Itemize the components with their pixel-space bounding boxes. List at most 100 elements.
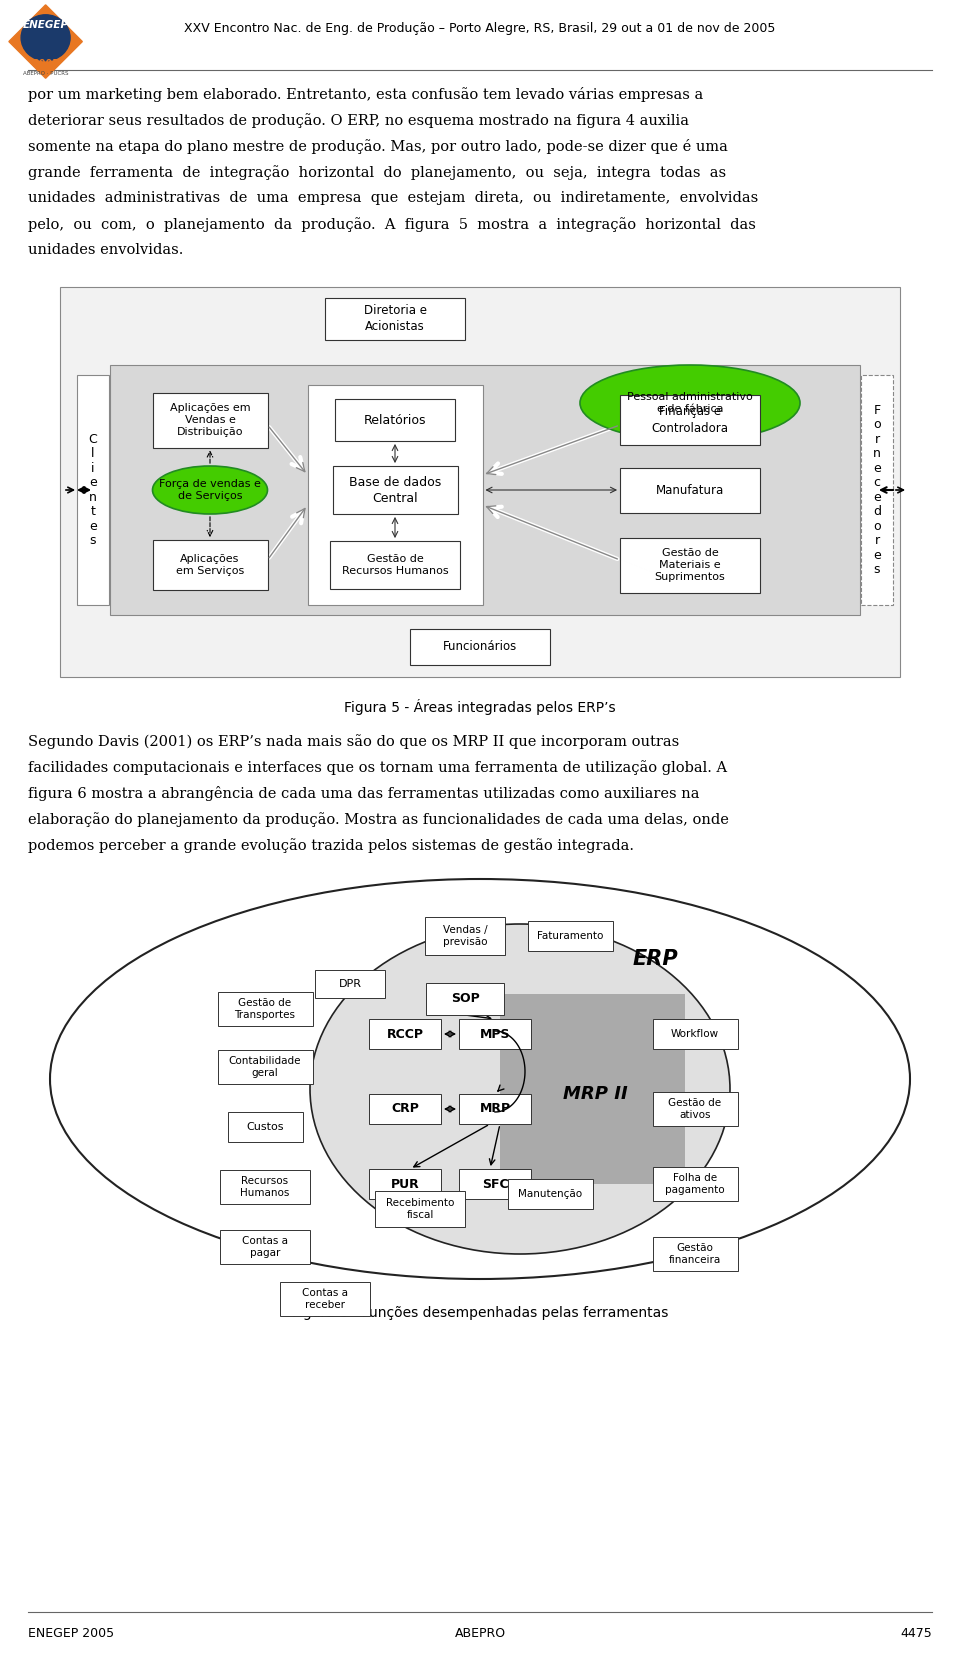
FancyBboxPatch shape [459, 1019, 531, 1049]
Text: grande  ferramenta  de  integração  horizontal  do  planejamento,  ou  seja,  in: grande ferramenta de integração horizont… [28, 165, 726, 179]
Text: Recebimento
fiscal: Recebimento fiscal [386, 1198, 454, 1220]
FancyBboxPatch shape [369, 1094, 441, 1124]
Text: Gestão de
Recursos Humanos: Gestão de Recursos Humanos [342, 553, 448, 577]
FancyBboxPatch shape [110, 366, 860, 615]
Text: Diretoria e
Acionistas: Diretoria e Acionistas [364, 304, 426, 334]
Text: ERP: ERP [633, 949, 678, 969]
FancyBboxPatch shape [653, 1019, 737, 1049]
Text: deteriorar seus resultados de produção. O ERP, no esquema mostrado na figura 4 a: deteriorar seus resultados de produção. … [28, 113, 689, 128]
FancyBboxPatch shape [220, 1230, 310, 1265]
Text: Aplicações
em Serviços: Aplicações em Serviços [176, 553, 244, 577]
Text: Finanças e
Controladora: Finanças e Controladora [652, 406, 729, 434]
Text: facilidades computacionais e interfaces que os tornam uma ferramenta de utilizaç: facilidades computacionais e interfaces … [28, 760, 727, 774]
Ellipse shape [50, 879, 910, 1280]
FancyBboxPatch shape [220, 1170, 310, 1203]
FancyBboxPatch shape [315, 971, 385, 997]
FancyBboxPatch shape [369, 1019, 441, 1049]
Text: Manutenção: Manutenção [518, 1188, 582, 1198]
Text: Recursos
Humanos: Recursos Humanos [240, 1175, 290, 1198]
Text: Funcionários: Funcionários [443, 640, 517, 653]
Text: Base de dados
Central: Base de dados Central [348, 475, 442, 505]
FancyBboxPatch shape [153, 540, 268, 590]
FancyBboxPatch shape [325, 297, 465, 341]
Text: DPR: DPR [339, 979, 362, 989]
Text: 2005: 2005 [32, 60, 60, 70]
Text: por um marketing bem elaborado. Entretanto, esta confusão tem levado várias empr: por um marketing bem elaborado. Entretan… [28, 86, 704, 101]
Text: F
o
r
n
e
c
e
d
o
r
e
s: F o r n e c e d o r e s [873, 404, 881, 577]
Text: unidades  administrativas  de  uma  empresa  que  estejam  direta,  ou  indireta: unidades administrativas de uma empresa … [28, 191, 758, 204]
Text: RCCP: RCCP [387, 1027, 423, 1040]
FancyBboxPatch shape [620, 537, 760, 592]
Ellipse shape [153, 465, 268, 514]
Text: XXV Encontro Nac. de Eng. de Produção – Porto Alegre, RS, Brasil, 29 out a 01 de: XXV Encontro Nac. de Eng. de Produção – … [184, 22, 776, 35]
Ellipse shape [310, 924, 730, 1255]
FancyBboxPatch shape [335, 399, 455, 440]
FancyBboxPatch shape [620, 396, 760, 445]
FancyBboxPatch shape [153, 392, 268, 447]
FancyBboxPatch shape [527, 921, 612, 951]
FancyBboxPatch shape [653, 1237, 737, 1271]
FancyBboxPatch shape [332, 465, 458, 514]
Text: Contabilidade
geral: Contabilidade geral [228, 1055, 301, 1079]
FancyBboxPatch shape [653, 1092, 737, 1125]
FancyBboxPatch shape [653, 1167, 737, 1202]
Text: ABEPRO: ABEPRO [454, 1627, 506, 1640]
FancyBboxPatch shape [77, 376, 109, 605]
Text: elaboração do planejamento da produção. Mostra as funcionalidades de cada uma de: elaboração do planejamento da produção. … [28, 813, 729, 828]
FancyBboxPatch shape [459, 1168, 531, 1198]
Text: Manufatura: Manufatura [656, 484, 724, 497]
Text: Vendas /
previsão: Vendas / previsão [443, 924, 488, 947]
Circle shape [21, 15, 70, 60]
Text: SFC: SFC [482, 1177, 508, 1190]
Text: Segundo Davis (2001) os ERP’s nada mais são do que os MRP II que incorporam outr: Segundo Davis (2001) os ERP’s nada mais … [28, 735, 680, 750]
Text: PUR: PUR [391, 1177, 420, 1190]
FancyBboxPatch shape [60, 288, 900, 676]
Text: Folha de
pagamento: Folha de pagamento [665, 1173, 725, 1195]
Text: Relatórios: Relatórios [364, 414, 426, 427]
FancyBboxPatch shape [861, 376, 893, 605]
Text: ENEGEP 2005: ENEGEP 2005 [28, 1627, 114, 1640]
Polygon shape [9, 5, 83, 78]
Text: MRP II: MRP II [563, 1085, 628, 1104]
Text: Força de vendas e
de Serviços: Força de vendas e de Serviços [159, 479, 261, 500]
FancyBboxPatch shape [375, 1192, 465, 1227]
FancyBboxPatch shape [426, 982, 504, 1015]
Text: MRP: MRP [479, 1102, 511, 1115]
FancyBboxPatch shape [410, 628, 550, 665]
Text: SOP: SOP [450, 992, 479, 1006]
Ellipse shape [580, 366, 800, 440]
FancyBboxPatch shape [459, 1094, 531, 1124]
Text: Gestão
financeira: Gestão financeira [669, 1243, 721, 1265]
FancyBboxPatch shape [425, 917, 505, 956]
Text: 4475: 4475 [900, 1627, 932, 1640]
Text: pelo,  ou  com,  o  planejamento  da  produção.  A  figura  5  mostra  a  integr: pelo, ou com, o planejamento da produção… [28, 218, 756, 233]
FancyBboxPatch shape [228, 1112, 302, 1142]
Text: ENEGEP: ENEGEP [22, 20, 69, 30]
Text: podemos perceber a grande evolução trazida pelos sistemas de gestão integrada.: podemos perceber a grande evolução trazi… [28, 838, 634, 853]
Text: MPS: MPS [480, 1027, 511, 1040]
Text: figura 6 mostra a abrangência de cada uma das ferramentas utilizadas como auxili: figura 6 mostra a abrangência de cada um… [28, 786, 700, 801]
Text: Contas a
receber: Contas a receber [302, 1288, 348, 1310]
FancyBboxPatch shape [620, 467, 760, 512]
Text: unidades envolvidas.: unidades envolvidas. [28, 243, 183, 258]
FancyBboxPatch shape [218, 1050, 313, 1084]
Text: Figura 6 - Funções desempenhadas pelas ferramentas: Figura 6 - Funções desempenhadas pelas f… [292, 1306, 668, 1320]
FancyBboxPatch shape [280, 1281, 370, 1316]
Text: Gestão de
Transportes: Gestão de Transportes [234, 997, 296, 1020]
FancyBboxPatch shape [218, 992, 313, 1025]
Text: somente na etapa do plano mestre de produção. Mas, por outro lado, pode-se dizer: somente na etapa do plano mestre de prod… [28, 140, 728, 155]
Text: Pessoal administrativo
e de fábrica: Pessoal administrativo e de fábrica [627, 392, 753, 414]
FancyBboxPatch shape [500, 994, 685, 1183]
FancyBboxPatch shape [369, 1168, 441, 1198]
Text: Faturamento: Faturamento [537, 931, 603, 941]
Text: Gestão de
ativos: Gestão de ativos [668, 1099, 722, 1120]
Text: ABEPRO · PUCRS: ABEPRO · PUCRS [23, 71, 68, 76]
FancyBboxPatch shape [330, 542, 460, 588]
Text: CRP: CRP [391, 1102, 419, 1115]
FancyBboxPatch shape [508, 1178, 592, 1208]
Text: C
l
i
e
n
t
e
s: C l i e n t e s [88, 432, 97, 547]
Text: Gestão de
Materiais e
Suprimentos: Gestão de Materiais e Suprimentos [655, 547, 726, 582]
Text: Figura 5 - Áreas integradas pelos ERP’s: Figura 5 - Áreas integradas pelos ERP’s [345, 700, 615, 715]
Text: Custos: Custos [247, 1122, 284, 1132]
Text: Aplicações em
Vendas e
Distribuição: Aplicações em Vendas e Distribuição [170, 402, 251, 437]
